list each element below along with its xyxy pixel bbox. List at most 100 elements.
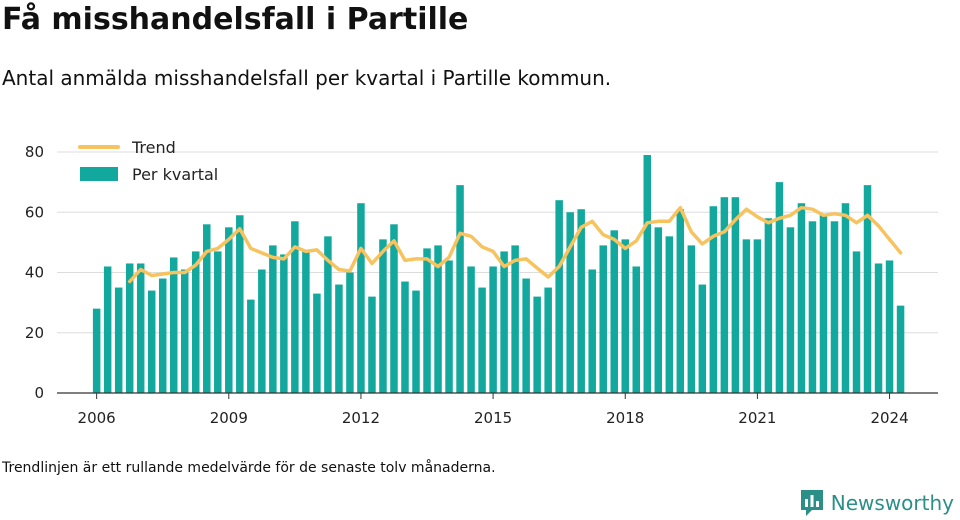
- bar: [214, 251, 222, 393]
- x-axis: 2006 2009 2012 2015 2018 2021 2024: [57, 392, 938, 427]
- bar: [643, 155, 652, 393]
- y-tick-label: 60: [25, 203, 44, 221]
- x-tick-label: 2021: [738, 409, 776, 427]
- bar: [698, 284, 707, 393]
- bar: [621, 239, 629, 393]
- bar: [654, 227, 663, 393]
- bar: [412, 290, 420, 393]
- bar: [203, 224, 211, 393]
- bar: [390, 224, 398, 393]
- bar: [511, 245, 519, 393]
- bars: [92, 155, 905, 393]
- trend-line: [127, 205, 903, 284]
- bar: [136, 263, 145, 393]
- bar: [500, 251, 508, 393]
- bar: [874, 263, 883, 393]
- chart-title: Få misshandelsfall i Partille: [2, 2, 469, 37]
- bar: [147, 290, 156, 393]
- bar: [830, 221, 839, 393]
- x-tick-label: 2018: [606, 409, 644, 427]
- footnote: Trendlinjen är ett rullande medelvärde f…: [2, 460, 496, 476]
- bar: [819, 215, 828, 393]
- bar: [720, 197, 729, 393]
- bar: [599, 245, 607, 393]
- bar: [808, 221, 817, 393]
- bar: [401, 281, 409, 393]
- bar: [445, 260, 453, 393]
- bar: [158, 278, 167, 393]
- legend: Trend Per kvartal: [78, 138, 218, 184]
- bar: [731, 197, 740, 393]
- bar: [555, 200, 563, 393]
- bar: [434, 245, 442, 393]
- y-tick-label: 80: [25, 143, 44, 161]
- bar: [247, 299, 255, 393]
- bar: [786, 227, 795, 393]
- bar: [687, 245, 696, 393]
- x-tick-label: 2009: [210, 409, 248, 427]
- bar: [302, 251, 310, 393]
- bar: [852, 251, 861, 393]
- bar: [335, 284, 343, 393]
- x-tick-label: 2024: [870, 409, 908, 427]
- y-tick-label: 0: [34, 384, 44, 402]
- bar: [379, 239, 387, 393]
- bar: [192, 251, 200, 393]
- bar: [467, 266, 475, 393]
- bar: [775, 182, 784, 393]
- bar: [566, 212, 574, 393]
- newsworthy-logo-icon: [800, 490, 823, 516]
- bar: [489, 266, 497, 393]
- bar: [533, 296, 541, 393]
- bar: [280, 254, 288, 393]
- brand[interactable]: Newsworthy: [799, 488, 954, 518]
- bar: [588, 269, 596, 393]
- bar: [291, 221, 299, 393]
- bar: [764, 218, 773, 393]
- x-tick-label: 2012: [342, 409, 380, 427]
- bar: [577, 209, 585, 393]
- legend-bar-swatch: [80, 167, 118, 181]
- brand-name: Newsworthy: [830, 491, 954, 515]
- bar: [103, 266, 112, 393]
- bar: [225, 227, 233, 393]
- bar: [258, 269, 266, 393]
- bar: [544, 287, 552, 393]
- bar: [841, 203, 850, 393]
- bar: [114, 287, 123, 393]
- legend-bar-label: Per kvartal: [132, 165, 218, 184]
- trend-line-group: [127, 205, 903, 284]
- x-tick-label: 2015: [474, 409, 512, 427]
- legend-trend-label: Trend: [131, 138, 176, 157]
- bar: [357, 203, 365, 393]
- bar: [709, 206, 718, 393]
- bar: [665, 236, 674, 393]
- bar-chart: 0 20 40 60 80 2006 2009 2012 2015 2018 2021 2024 T…: [25, 138, 938, 427]
- bar: [456, 185, 464, 393]
- bar: [125, 263, 134, 393]
- bar: [522, 278, 530, 393]
- bar: [180, 269, 189, 393]
- bar: [610, 230, 618, 393]
- bar: [236, 215, 244, 393]
- bar: [92, 308, 101, 393]
- bar: [797, 203, 806, 393]
- bar: [676, 209, 685, 393]
- bar: [313, 293, 321, 393]
- bar: [753, 239, 762, 393]
- bar: [169, 257, 178, 393]
- bar: [368, 296, 376, 393]
- bar: [863, 185, 872, 393]
- bar: [324, 236, 332, 393]
- bar: [885, 260, 894, 393]
- bar: [478, 287, 486, 393]
- y-tick-label: 20: [25, 324, 44, 342]
- bar: [269, 245, 277, 393]
- bar: [346, 272, 354, 393]
- x-tick-label: 2006: [78, 409, 116, 427]
- y-tick-label: 40: [25, 264, 44, 282]
- bar: [742, 239, 751, 393]
- bar: [423, 248, 431, 393]
- chart-subtitle: Antal anmälda misshandelsfall per kvarta…: [2, 66, 612, 90]
- bar: [632, 266, 641, 393]
